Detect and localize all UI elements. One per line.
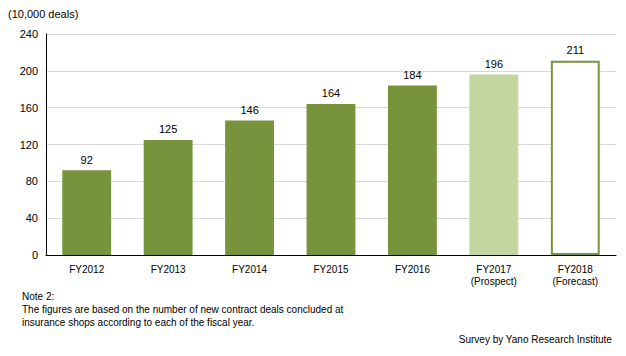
svg-text:(Forecast): (Forecast): [553, 276, 599, 287]
svg-text:0: 0: [32, 249, 38, 261]
svg-text:FY2013: FY2013: [151, 264, 186, 275]
svg-text:125: 125: [159, 123, 177, 135]
svg-text:240: 240: [20, 28, 38, 40]
svg-text:146: 146: [240, 104, 258, 116]
svg-text:FY2017: FY2017: [476, 264, 511, 275]
svg-text:(Prospect): (Prospect): [471, 276, 517, 287]
svg-text:164: 164: [322, 87, 340, 99]
svg-text:Survey by Yano Research Instit: Survey by Yano Research Institute: [459, 334, 612, 345]
svg-text:(10,000 deals): (10,000 deals): [8, 8, 78, 20]
svg-text:FY2012: FY2012: [69, 264, 104, 275]
svg-text:Note 2:: Note 2:: [22, 291, 54, 302]
svg-text:40: 40: [26, 212, 38, 224]
svg-text:FY2016: FY2016: [395, 264, 430, 275]
svg-text:120: 120: [20, 139, 38, 151]
svg-text:92: 92: [81, 154, 93, 166]
svg-text:The figures are based on the n: The figures are based on the number of n…: [22, 304, 344, 315]
svg-text:FY2015: FY2015: [313, 264, 348, 275]
svg-text:184: 184: [403, 69, 421, 81]
svg-text:200: 200: [20, 65, 38, 77]
svg-text:211: 211: [567, 44, 585, 56]
svg-text:FY2018: FY2018: [558, 264, 593, 275]
svg-text:160: 160: [20, 102, 38, 114]
svg-text:80: 80: [26, 175, 38, 187]
svg-text:196: 196: [485, 58, 503, 70]
svg-text:insurance shops according to e: insurance shops according to each of the…: [22, 317, 254, 328]
svg-text:FY2014: FY2014: [232, 264, 267, 275]
